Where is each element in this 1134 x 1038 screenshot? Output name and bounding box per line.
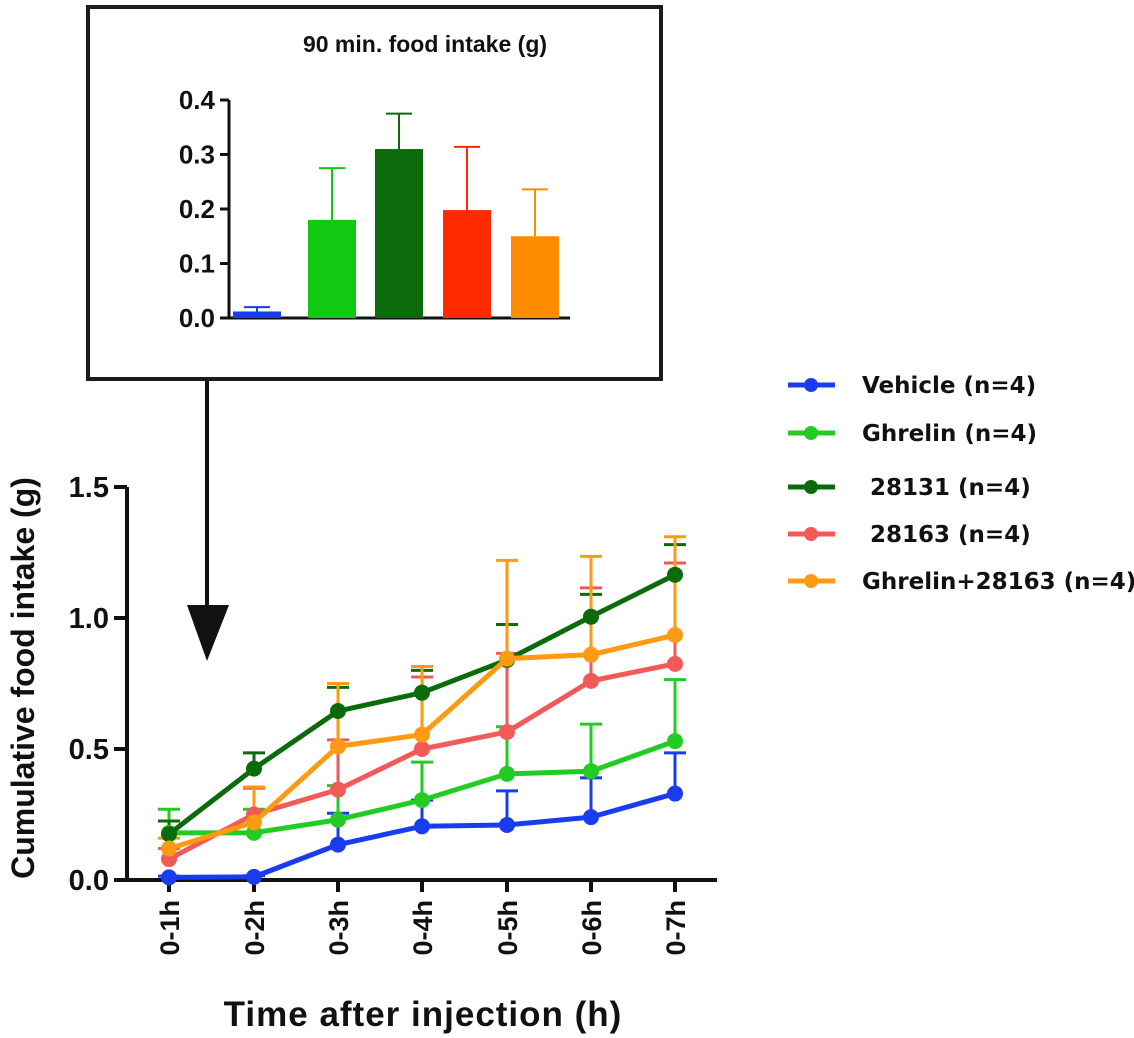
data-point: [583, 646, 599, 663]
data-point: [667, 785, 683, 802]
legend-item: 28131 (n=4): [788, 475, 1031, 501]
legend: Vehicle (n=4) Ghrelin (n=4) 28131 (n=4) 2…: [788, 373, 1134, 595]
inset-bar-28131: [375, 149, 423, 318]
series-line-0: [161, 785, 683, 886]
inset-title: 90 min. food intake (g): [303, 31, 547, 57]
inset-y-tick-label: 0.4: [179, 85, 216, 115]
data-point: [583, 672, 599, 689]
data-point: [583, 809, 599, 826]
data-point: [499, 723, 515, 740]
main-x-tick-label: 0-5h: [493, 900, 523, 956]
inset-y-tick-label: 0.1: [179, 249, 215, 279]
series-line-4: [161, 627, 683, 857]
inset-y-tick-label: 0.2: [179, 194, 215, 224]
inset-bar-vehicle: [233, 311, 281, 318]
data-point: [330, 836, 346, 853]
legend-label: Ghrelin (n=4): [862, 421, 1037, 447]
data-point: [667, 655, 683, 672]
main-ylabel: Cumulative food intake (g): [5, 477, 41, 879]
main-y-tick-label: 1.5: [69, 472, 109, 504]
inset-bar-28163: [443, 210, 491, 318]
inset-bars: [233, 112, 559, 318]
data-point: [246, 760, 262, 777]
series-4: [158, 535, 686, 849]
data-point: [246, 814, 262, 831]
legend-item: Ghrelin+28163 (n=4): [788, 569, 1134, 595]
inset-axes: 0.0 0.1 0.2 0.3 0.4: [179, 85, 570, 333]
main-x-tick-label: 0-2h: [240, 900, 270, 956]
legend-swatch-marker: [804, 527, 818, 541]
data-point: [667, 627, 683, 644]
data-point: [414, 684, 430, 701]
data-point: [414, 818, 430, 835]
arrow-head: [187, 605, 229, 661]
legend-label: Ghrelin+28163 (n=4): [862, 569, 1134, 595]
data-point: [161, 840, 177, 857]
legend-label: 28131 (n=4): [862, 475, 1031, 501]
main-x-tick-label: 0-1h: [155, 900, 185, 956]
inset-bar-ghrelin-28163: [511, 236, 559, 318]
legend-item: 28163 (n=4): [788, 522, 1031, 548]
data-point: [499, 816, 515, 833]
main-y-tick-label: 1.0: [69, 603, 109, 635]
legend-item: Ghrelin (n=4): [788, 421, 1037, 447]
inset-y-tick-label: 0.0: [179, 303, 215, 333]
data-point: [583, 763, 599, 780]
data-point: [161, 869, 177, 886]
data-point: [414, 726, 430, 743]
inset-y-tick-label: 0.3: [179, 140, 215, 170]
data-point: [330, 781, 346, 798]
data-point: [667, 566, 683, 583]
data-point: [161, 826, 177, 843]
legend-swatch-marker: [804, 378, 818, 392]
legend-swatch-marker: [804, 426, 818, 440]
legend-swatch-marker: [804, 480, 818, 494]
data-point: [414, 741, 430, 757]
data-point: [330, 703, 346, 720]
data-point: [330, 738, 346, 755]
data-point: [499, 650, 515, 667]
data-point: [499, 765, 515, 782]
main-xlabel: Time after injection (h): [224, 995, 623, 1034]
legend-label: Vehicle (n=4): [862, 373, 1036, 399]
inset-frame: [86, 5, 663, 381]
legend-item: Vehicle (n=4): [788, 373, 1036, 399]
main-y-tick-label: 0.0: [69, 865, 109, 897]
main-x-tick-label: 0-6h: [577, 900, 607, 956]
main-y-tick-label: 0.5: [69, 734, 109, 766]
main-x-tick-label: 0-3h: [324, 900, 354, 956]
main-x-tick-label: 0-7h: [661, 900, 691, 956]
data-point: [667, 733, 683, 750]
legend-swatch-marker: [804, 574, 818, 588]
main-series: [158, 535, 686, 886]
legend-label: 28163 (n=4): [862, 522, 1031, 548]
data-point: [583, 608, 599, 625]
inset-bar-ghrelin: [308, 219, 356, 318]
main-axes: 0.0 0.5 1.0 1.5 0-1h 0-2h 0-3h 0-4h 0-5h 0-6h 0-7h: [69, 472, 717, 956]
data-point: [246, 868, 262, 885]
main-x-tick-label: 0-4h: [408, 900, 438, 956]
data-point: [330, 811, 346, 828]
data-point: [414, 792, 430, 809]
